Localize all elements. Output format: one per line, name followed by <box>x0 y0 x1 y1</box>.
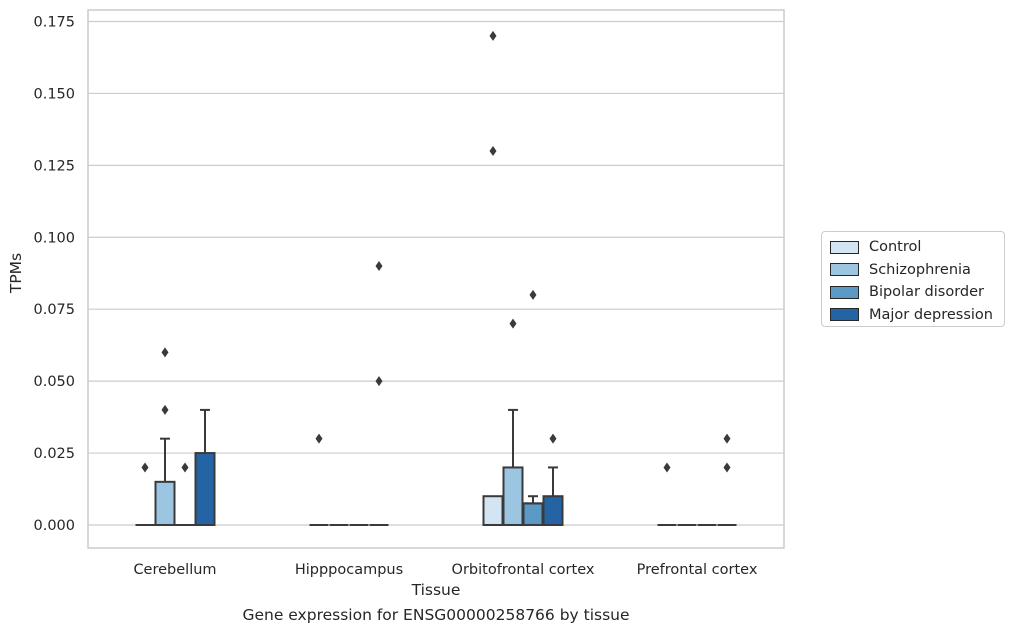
y-tick-label: 0.150 <box>33 86 75 102</box>
x-tick-label: Orbitofrontal cortex <box>452 562 595 578</box>
outlier-point <box>549 433 557 444</box>
legend-label: Bipolar disorder <box>869 284 984 301</box>
outlier-point <box>489 145 497 156</box>
y-tick-label: 0.175 <box>33 15 75 31</box>
box <box>194 452 216 526</box>
y-axis-title: TPMs <box>7 253 25 294</box>
legend-swatch <box>830 308 859 322</box>
box <box>502 466 524 526</box>
legend-label: Control <box>869 239 922 256</box>
legend-label: Schizophrenia <box>869 261 971 278</box>
y-tick-label: 0.075 <box>33 302 75 318</box>
outlier-point <box>141 462 149 473</box>
y-tick-label: 0.100 <box>33 230 75 246</box>
legend-item: Major depression <box>830 304 1004 327</box>
legend-swatch <box>830 263 859 277</box>
outlier-point <box>375 261 383 272</box>
y-tick-label: 0.025 <box>33 446 75 462</box>
outlier-point <box>161 404 169 415</box>
chart-caption: Gene expression for ENSG00000258766 by t… <box>242 606 630 624</box>
outlier-point <box>723 462 731 473</box>
box <box>482 495 504 526</box>
y-tick-label: 0.000 <box>33 518 75 534</box>
outlier-point <box>529 289 537 300</box>
x-tick-label: Prefrontal cortex <box>637 562 758 578</box>
y-tick-label: 0.125 <box>33 158 75 174</box>
outlier-point <box>723 433 731 444</box>
legend: Control Schizophrenia Bipolar disorder Majo… <box>821 231 1005 327</box>
x-tick-label: Cerebellum <box>133 562 216 578</box>
legend-item: Bipolar disorder <box>830 281 1004 304</box>
outlier-point <box>181 462 189 473</box>
legend-swatch <box>830 285 859 299</box>
legend-item: Schizophrenia <box>830 259 1004 282</box>
legend-swatch <box>830 240 859 254</box>
plot-frame <box>87 9 785 549</box>
outlier-point <box>509 318 517 329</box>
outlier-point <box>161 347 169 358</box>
x-axis-title: Tissue <box>411 581 461 599</box>
legend-label: Major depression <box>869 306 993 323</box>
box <box>522 502 544 526</box>
outlier-point <box>489 30 497 41</box>
y-tick-label: 0.050 <box>33 374 75 390</box>
box <box>154 480 176 526</box>
outlier-point <box>375 376 383 387</box>
legend-item: Control <box>830 236 1004 259</box>
outlier-point <box>663 462 671 473</box>
x-tick-label: Hipppocampus <box>295 562 403 578</box>
outlier-point <box>315 433 323 444</box>
box <box>542 495 564 526</box>
